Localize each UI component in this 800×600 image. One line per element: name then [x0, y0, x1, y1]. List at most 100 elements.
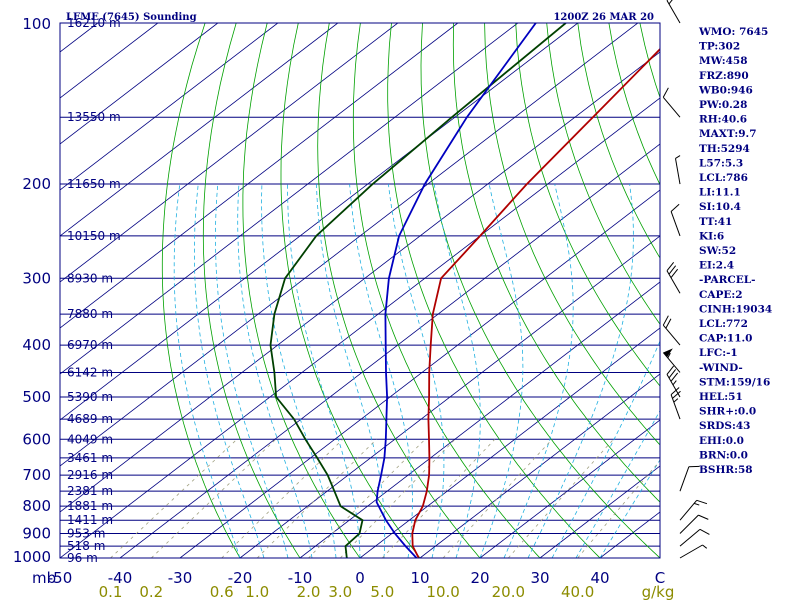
dry-adiabat-line: [280, 23, 421, 558]
index-item: EHI:0.0: [699, 435, 744, 447]
index-item: WB0:946: [698, 84, 753, 96]
height-label: 2916 m: [67, 468, 113, 482]
moist-adiabat-line: [479, 184, 524, 558]
isotherm-line: [60, 23, 219, 145]
index-item: LCL:786: [699, 172, 748, 184]
dry-adiabat-line: [317, 23, 481, 558]
wind-barb-flag: [670, 268, 679, 278]
dry-adiabat-line: [352, 23, 541, 558]
temperature-tick-label: -20: [228, 569, 253, 587]
mixing-ratio-line: [442, 439, 553, 558]
wind-barb-flag: [666, 365, 675, 375]
wind-barb-staff: [674, 158, 681, 185]
mixing-ratio-label: 0.1: [99, 583, 123, 600]
height-label: 7880 m: [67, 307, 113, 321]
isotherm-line: [539, 465, 660, 558]
moist-adiabat-line: [599, 458, 660, 558]
pressure-tick-label: 1000: [13, 548, 51, 566]
height-label: 4049 m: [67, 432, 113, 446]
wind-barb: [662, 315, 681, 346]
index-item: MW:458: [699, 55, 748, 67]
isotherm-line: [60, 23, 579, 421]
temperature-tick-label: -50: [48, 569, 73, 587]
moist-adiabat-line: [527, 184, 634, 558]
temperature-tick-label: -30: [168, 569, 193, 587]
dry-adiabat-line: [452, 23, 660, 503]
wind-barb-staff: [670, 211, 681, 237]
height-label: 1411 m: [67, 513, 113, 527]
mixing-ratio-line: [256, 439, 377, 558]
wind-barb: [666, 0, 681, 24]
wind-barb-flag: [670, 203, 680, 212]
index-item: SHR+:0.0: [699, 406, 756, 418]
height-label: 1881 m: [67, 499, 113, 513]
height-label: 13550 m: [67, 110, 121, 124]
mixing-ratio-line: [151, 439, 277, 558]
height-label: 6142 m: [67, 365, 113, 379]
moist-adiabat-line: [349, 184, 413, 558]
wind-barb: [674, 155, 681, 185]
pressure-tick-label: 900: [22, 525, 51, 543]
index-item: LCL:772: [699, 318, 748, 330]
height-label: 8930 m: [67, 271, 113, 285]
temperature-tick-label: 10: [410, 569, 429, 587]
index-item: MAXT:9.7: [699, 128, 757, 140]
mixing-ratio-line: [340, 439, 456, 558]
dry-adiabat-line: [577, 23, 660, 259]
index-item: SI:10.4: [699, 201, 741, 213]
pressure-tick-label: 200: [22, 175, 51, 193]
isotherm-line: [299, 281, 660, 558]
pressure-tick-label: 100: [22, 15, 51, 33]
wind-barb-flag: [666, 261, 675, 272]
mixing-ratio-line: [110, 439, 238, 558]
index-item: TH:5294: [699, 143, 750, 155]
wind-barb: [679, 465, 700, 492]
wind-barb-half: [668, 0, 673, 5]
mixing-ratio-label: 0.2: [139, 583, 163, 600]
wind-barb-staff: [662, 352, 681, 373]
pressure-tick-label: 400: [22, 336, 51, 354]
isotherm-line: [60, 51, 660, 513]
wind-barb-staff: [679, 528, 701, 547]
height-label: 2381 m: [67, 484, 113, 498]
index-item: BSHR:58: [699, 464, 753, 476]
height-label: 96 m: [67, 551, 98, 565]
mixing-ratio-label: 10.0: [426, 583, 459, 600]
index-item: CAPE:2: [699, 289, 743, 301]
isotherm-line: [179, 189, 660, 558]
dry-adiabat-line: [161, 23, 241, 558]
plot-frame: [59, 22, 661, 559]
wind-barb-half: [693, 502, 700, 506]
index-item: EI:2.4: [699, 260, 734, 272]
wind-barb-pennant: [663, 348, 673, 358]
index-item: RH:40.6: [699, 114, 747, 126]
isotherm-line: [60, 23, 519, 375]
height-label: 5390 m: [67, 390, 113, 404]
wind-barb-staff: [679, 514, 699, 534]
wind-barb: [666, 261, 681, 294]
wind-barb-half: [675, 155, 681, 159]
index-item: -WIND-: [699, 362, 743, 374]
wind-barb-flag: [662, 87, 669, 98]
moist-adiabat-line: [551, 340, 660, 558]
height-label: 11650 m: [67, 177, 121, 191]
moist-adiabat-line: [575, 410, 660, 558]
dry-adiabat-line: [484, 23, 660, 446]
index-item: -PARCEL-: [699, 274, 755, 286]
wind-barb-staff: [670, 394, 681, 420]
index-item: STM:159/16: [699, 376, 770, 388]
wind-barb-flag: [665, 318, 672, 329]
index-item: PW:0.28: [699, 99, 747, 111]
mixing-ratio-label: 1.0: [245, 583, 269, 600]
wind-barb: [670, 387, 681, 420]
wind-barb-staff: [666, 374, 681, 398]
pressure-axis-labels: 100 200 300 400 500 600 700 800 900 1000: [13, 15, 51, 566]
isotherm-line: [60, 23, 339, 237]
wind-barb-staff: [666, 270, 681, 294]
wind-barb: [662, 87, 681, 118]
pressure-tick-label: 300: [22, 269, 51, 287]
index-item: L57:5.3: [699, 157, 743, 169]
wind-barb-flag: [696, 499, 708, 505]
temperature-profile: [411, 47, 660, 558]
height-label: 4689 m: [67, 412, 113, 426]
